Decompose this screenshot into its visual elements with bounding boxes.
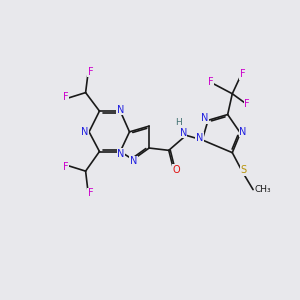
Text: F: F [88, 67, 94, 77]
Text: F: F [63, 92, 69, 102]
Text: N: N [117, 149, 124, 159]
Text: F: F [208, 76, 213, 86]
Text: F: F [244, 99, 250, 109]
Text: N: N [196, 133, 203, 142]
Text: F: F [88, 188, 94, 198]
Text: N: N [239, 127, 247, 137]
Text: N: N [180, 128, 187, 138]
Text: S: S [241, 165, 247, 176]
Text: N: N [130, 156, 137, 167]
Text: N: N [201, 113, 208, 124]
Text: CH₃: CH₃ [254, 185, 271, 194]
Text: O: O [172, 165, 180, 175]
Text: F: F [240, 69, 245, 79]
Text: N: N [81, 127, 88, 137]
Text: N: N [117, 105, 124, 115]
Text: H: H [175, 118, 182, 127]
Text: F: F [63, 161, 69, 172]
